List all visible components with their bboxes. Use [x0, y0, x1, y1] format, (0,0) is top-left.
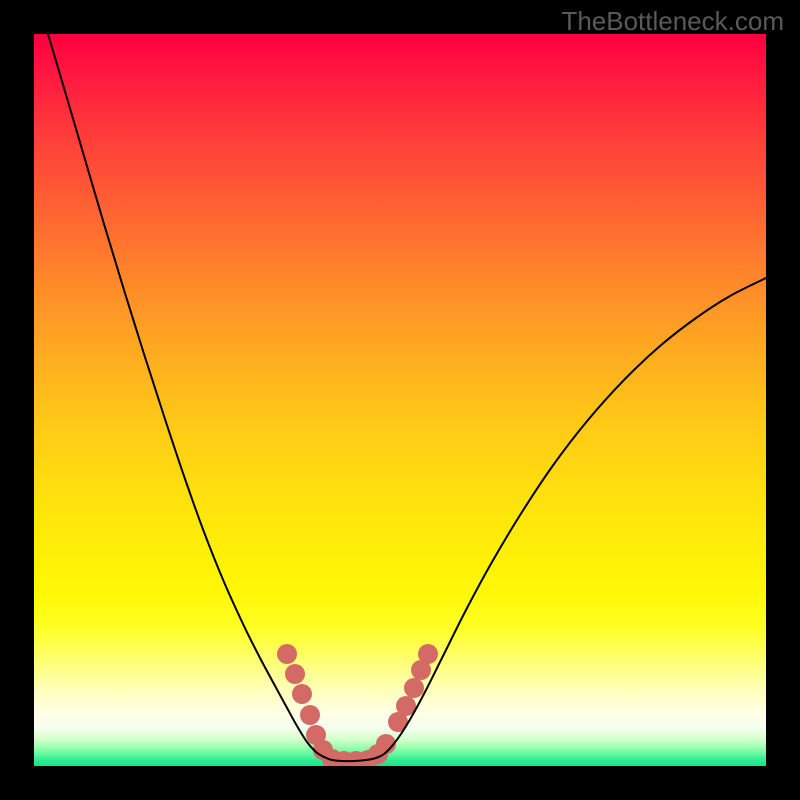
watermark-text: TheBottleneck.com [561, 6, 784, 37]
bottleneck-gradient-background [34, 34, 766, 766]
chart-plot-area [34, 34, 766, 766]
